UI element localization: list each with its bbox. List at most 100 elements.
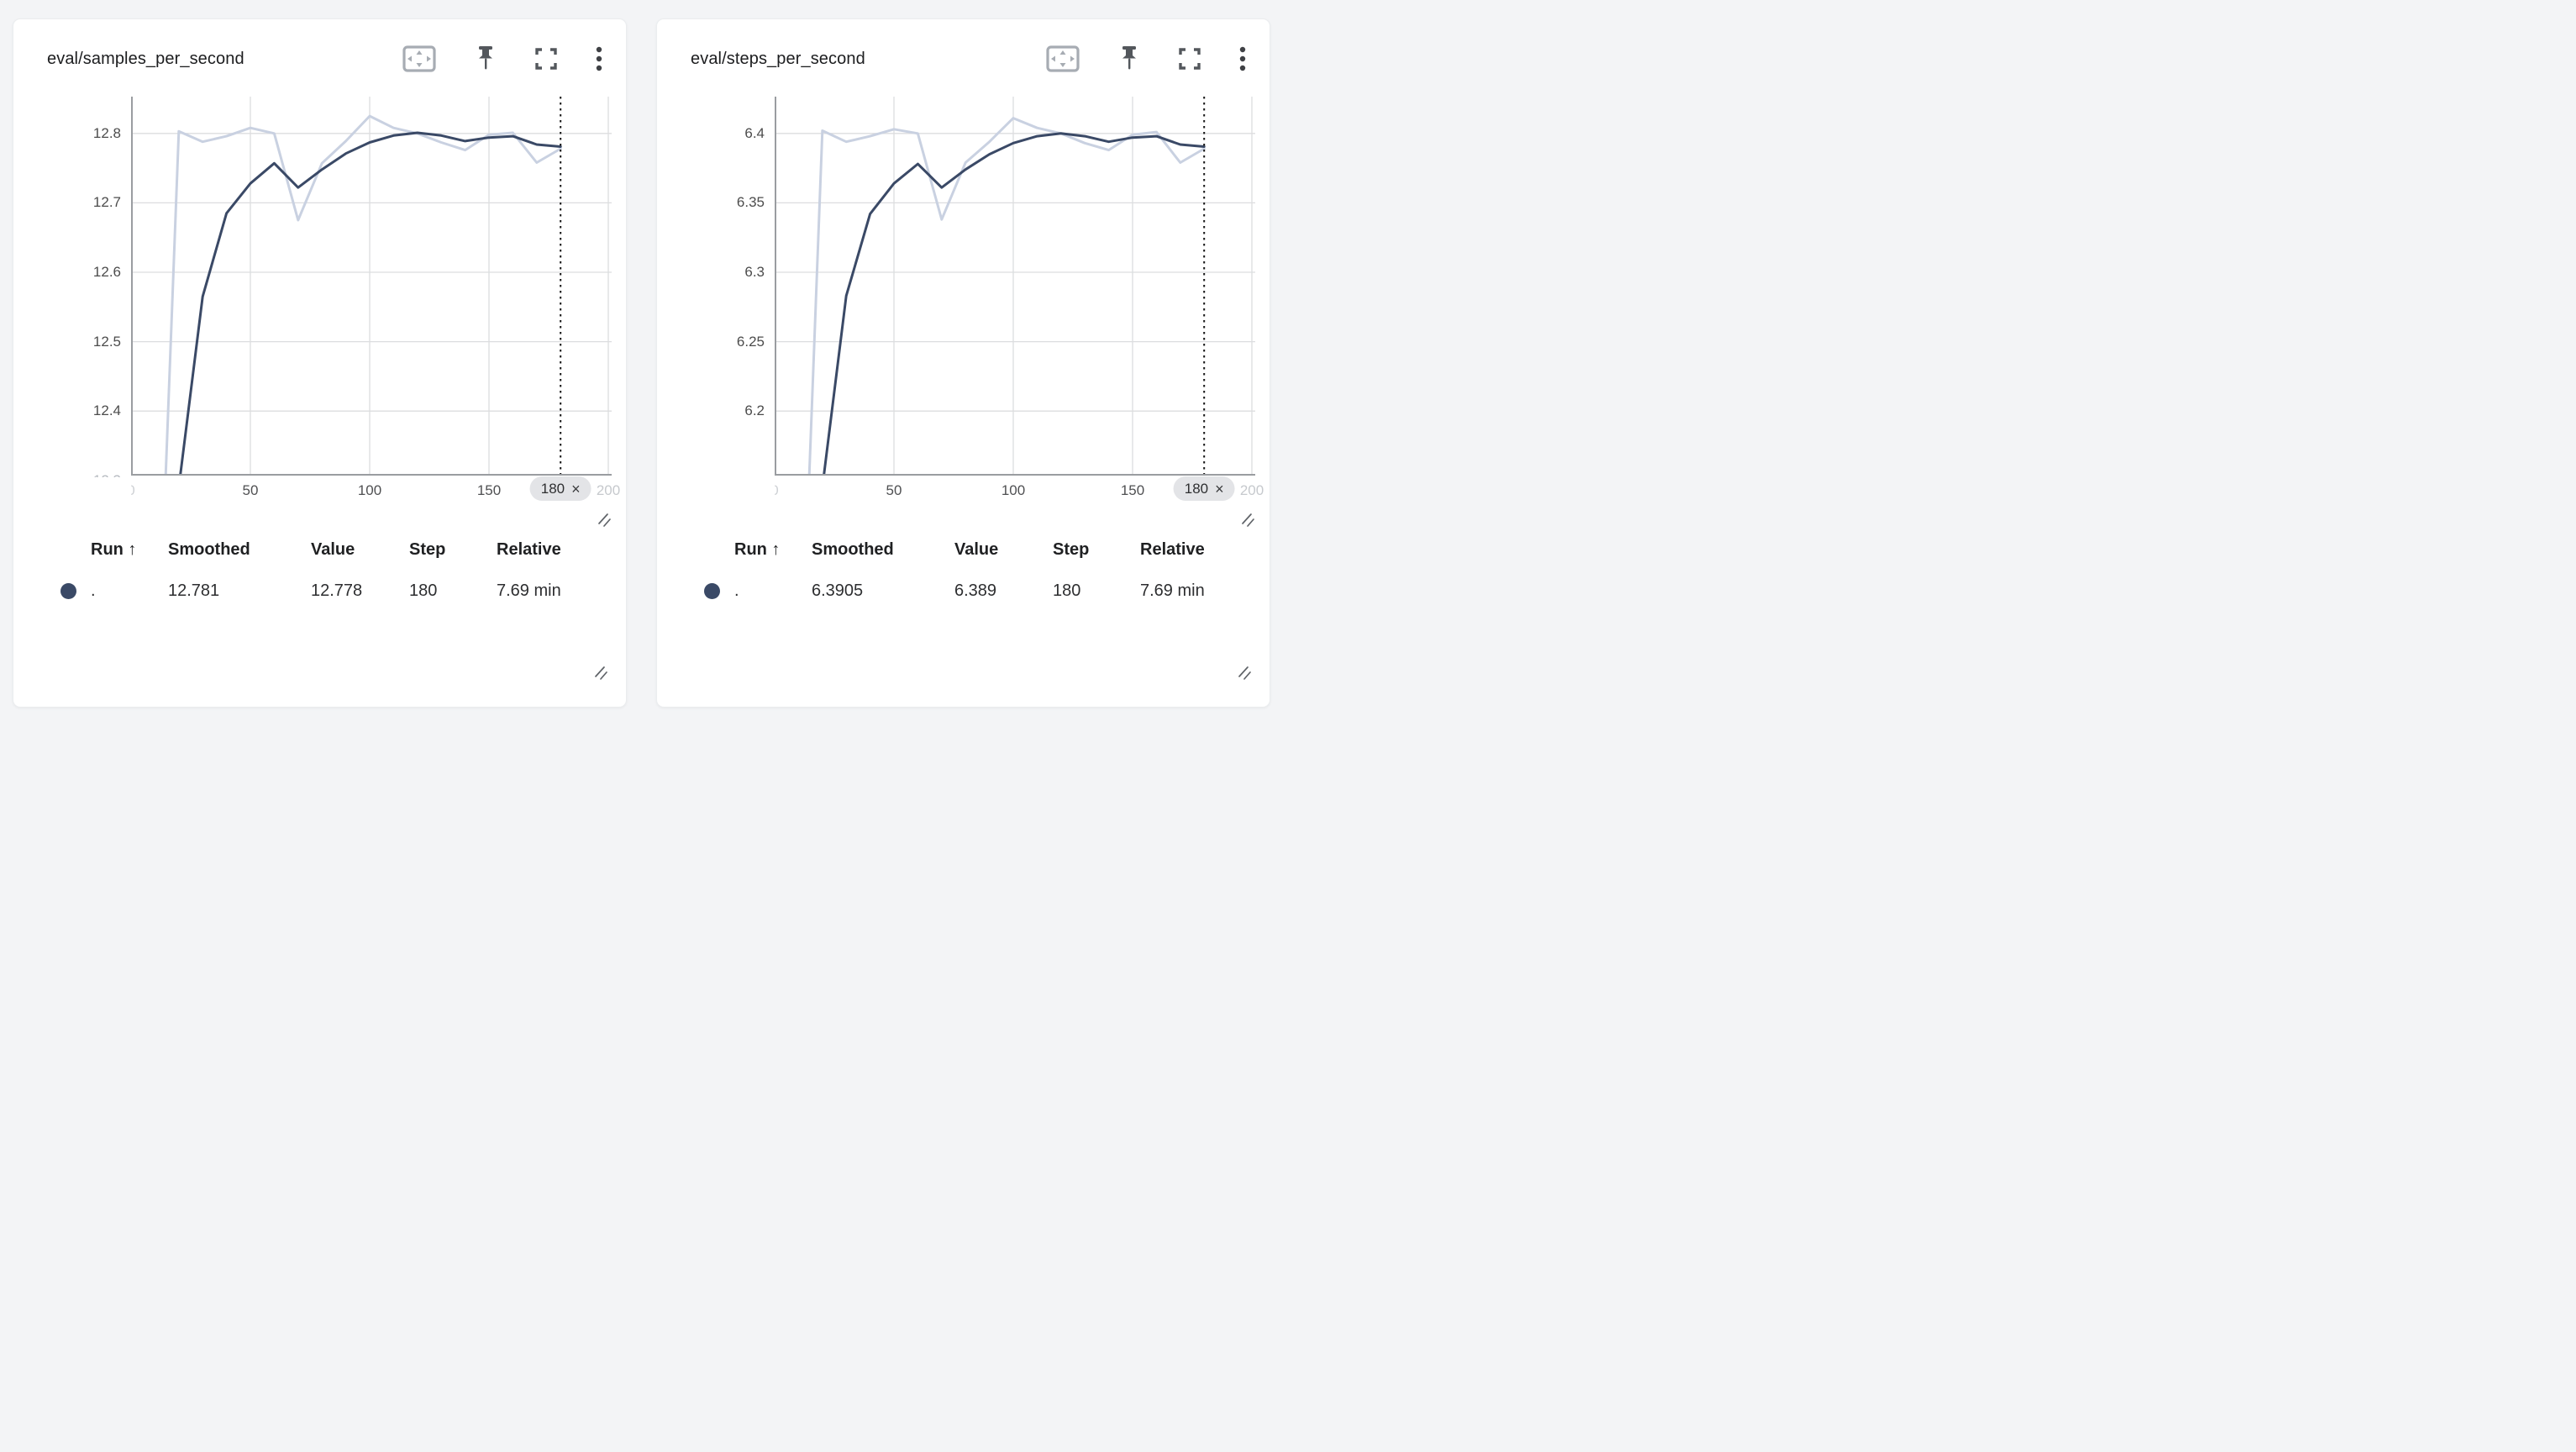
legend-header-run[interactable]: Run ↑	[734, 540, 781, 559]
plot-area[interactable]	[131, 97, 612, 476]
y-tick-label: 12.5	[92, 333, 121, 350]
legend-header-row: Run ↑ Smoothed Value Step Relative	[13, 540, 628, 560]
x-tick-label: 150	[476, 482, 502, 498]
legend-run-row: . 12.781 12.778 180 7.69 min	[13, 581, 628, 601]
x-tick-label: 150	[1120, 482, 1145, 498]
panel-eval-samples-per-second: eval/samples_per_second	[13, 18, 627, 708]
run-step: 180	[409, 581, 438, 600]
run-value: 12.778	[311, 581, 363, 600]
resize-handle[interactable]	[1240, 512, 1257, 529]
plot-area[interactable]	[775, 97, 1255, 476]
x-tick-label: 100	[1001, 482, 1026, 498]
panel-title: eval/steps_per_second	[691, 49, 865, 68]
pin-icon	[479, 46, 492, 70]
legend-run-row: . 6.3905 6.389 180 7.69 min	[657, 581, 1271, 601]
pin-panel-button[interactable]	[1118, 45, 1140, 72]
y-axis-labels: 6.4 6.35 6.3 6.25 6.2	[657, 97, 765, 477]
run-color-dot	[60, 583, 76, 599]
x-tick-label: 200	[596, 482, 621, 498]
y-tick-label: 12.7	[92, 194, 121, 211]
resize-grip-icon	[1238, 666, 1251, 680]
pan-icon	[402, 45, 436, 72]
y-tick-label: 6.25	[736, 333, 765, 350]
pin-icon	[1122, 46, 1136, 70]
legend-header-value[interactable]: Value	[311, 540, 355, 559]
legend-header-relative[interactable]: Relative	[497, 540, 561, 559]
panel-menu-button[interactable]	[1239, 46, 1246, 71]
kebab-menu-icon	[596, 46, 602, 71]
x-tick-label: 50	[242, 482, 259, 498]
step-marker-value: 180	[540, 480, 565, 497]
panel-eval-steps-per-second: eval/steps_per_second	[656, 18, 1270, 708]
run-name[interactable]: .	[91, 581, 96, 600]
run-color-dot	[704, 583, 720, 599]
resize-grip-icon	[598, 513, 611, 527]
legend-header-row: Run ↑ Smoothed Value Step Relative	[657, 540, 1271, 560]
y-tick-label: 12.4	[92, 402, 121, 419]
x-tick-label: 100	[357, 482, 382, 498]
panel-header: eval/steps_per_second	[691, 45, 1246, 73]
run-smoothed-value: 6.3905	[812, 581, 864, 600]
resize-grip-icon	[595, 666, 607, 680]
chart-eval-steps-per-second[interactable]: 6.4 6.35 6.3 6.25 6.2 180 × 0 50 100 150 200	[657, 97, 1271, 505]
legend-header-step[interactable]: Step	[1053, 540, 1090, 559]
y-tick-label: 6.2	[744, 402, 765, 419]
y-tick-label: 6.35	[736, 194, 765, 211]
series-line-value	[164, 114, 562, 476]
metrics-dashboard: eval/samples_per_second	[0, 0, 1288, 726]
legend-table: Run ↑ Smoothed Value Step Relative . 6.3…	[657, 540, 1271, 601]
y-tick-label: 6.3	[744, 264, 765, 280]
legend-header-smoothed[interactable]: Smoothed	[168, 540, 250, 559]
chart-eval-samples-per-second[interactable]: 12.8 12.7 12.6 12.5 12.4 12.3 180 × 0 50 100 150…	[13, 97, 628, 505]
y-tick-label: 12.3	[13, 471, 121, 477]
resize-handle[interactable]	[597, 512, 613, 529]
run-relative-time: 7.69 min	[497, 581, 561, 600]
x-tick-label: 0	[131, 482, 135, 499]
fullscreen-button[interactable]	[535, 48, 557, 70]
clear-step-marker-icon[interactable]: ×	[1215, 480, 1224, 497]
run-relative-time: 7.69 min	[1140, 581, 1205, 600]
resize-handle[interactable]	[1237, 665, 1254, 681]
y-tick-label: 12.8	[92, 124, 121, 141]
pan-mode-button[interactable]	[1046, 45, 1080, 72]
panel-menu-button[interactable]	[596, 46, 602, 71]
pan-icon	[1046, 45, 1080, 72]
x-tick-label: 200	[1239, 482, 1264, 498]
series-line-smoothed	[823, 132, 1206, 476]
kebab-menu-icon	[1239, 46, 1246, 71]
legend-header-step[interactable]: Step	[409, 540, 446, 559]
x-tick-label: 0	[775, 482, 779, 499]
resize-handle[interactable]	[593, 665, 610, 681]
series-line-value	[807, 117, 1206, 476]
fullscreen-button[interactable]	[1179, 48, 1201, 70]
run-value: 6.389	[954, 581, 997, 600]
legend-header-relative[interactable]: Relative	[1140, 540, 1205, 559]
panel-title: eval/samples_per_second	[47, 49, 244, 68]
legend-header-run[interactable]: Run ↑	[91, 540, 137, 559]
y-axis-labels: 12.8 12.7 12.6 12.5 12.4 12.3	[13, 97, 121, 477]
y-tick-label: 6.4	[744, 124, 765, 141]
legend-header-value[interactable]: Value	[954, 540, 999, 559]
x-tick-label: 50	[886, 482, 902, 498]
x-axis-labels: 180 × 0 50 100 150 200	[131, 476, 623, 505]
resize-grip-icon	[1242, 513, 1254, 527]
clear-step-marker-icon[interactable]: ×	[571, 480, 581, 497]
step-marker-value: 180	[1184, 480, 1209, 497]
x-axis-labels: 180 × 0 50 100 150 200	[775, 476, 1266, 505]
step-marker-pill[interactable]: 180 ×	[529, 476, 591, 501]
fullscreen-icon	[1179, 48, 1201, 70]
legend-table: Run ↑ Smoothed Value Step Relative . 12.…	[13, 540, 628, 601]
panel-toolbar	[402, 45, 602, 72]
run-step: 180	[1053, 581, 1081, 600]
run-smoothed-value: 12.781	[168, 581, 220, 600]
run-name[interactable]: .	[734, 581, 739, 600]
panel-toolbar	[1046, 45, 1246, 72]
series-line-smoothed	[179, 131, 562, 476]
panel-header: eval/samples_per_second	[47, 45, 602, 73]
legend-header-smoothed[interactable]: Smoothed	[812, 540, 894, 559]
y-tick-label: 12.6	[92, 264, 121, 280]
pin-panel-button[interactable]	[475, 45, 497, 72]
pan-mode-button[interactable]	[402, 45, 436, 72]
step-marker-pill[interactable]: 180 ×	[1173, 476, 1235, 501]
fullscreen-icon	[535, 48, 557, 70]
